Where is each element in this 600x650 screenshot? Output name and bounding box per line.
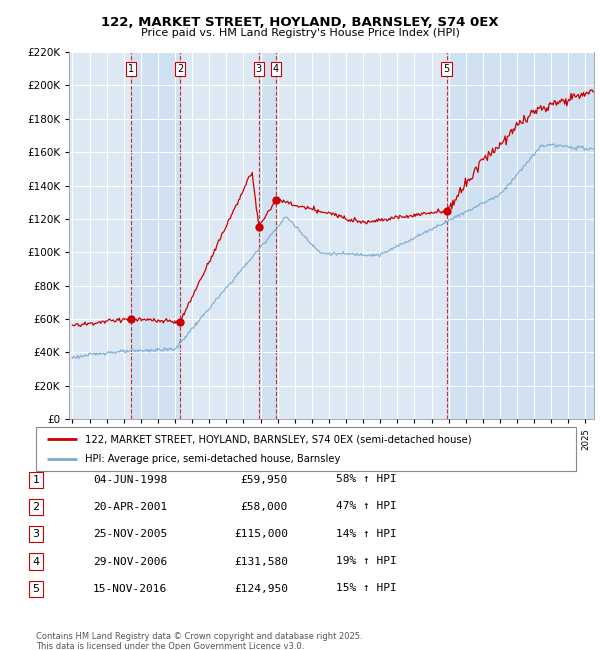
Text: £58,000: £58,000 bbox=[241, 502, 288, 512]
Text: 5: 5 bbox=[443, 64, 450, 73]
Text: 29-NOV-2006: 29-NOV-2006 bbox=[93, 556, 167, 567]
Text: 5: 5 bbox=[32, 584, 40, 594]
Text: 2: 2 bbox=[177, 64, 183, 73]
Text: 4: 4 bbox=[273, 64, 279, 73]
Text: 4: 4 bbox=[32, 556, 40, 567]
Text: 04-JUN-1998: 04-JUN-1998 bbox=[93, 474, 167, 485]
Bar bbox=[131, 52, 180, 419]
Text: £124,950: £124,950 bbox=[234, 584, 288, 594]
Text: 122, MARKET STREET, HOYLAND, BARNSLEY, S74 0EX: 122, MARKET STREET, HOYLAND, BARNSLEY, S… bbox=[101, 16, 499, 29]
Text: 3: 3 bbox=[32, 529, 40, 539]
Text: 19% ↑ HPI: 19% ↑ HPI bbox=[336, 556, 397, 566]
Text: 1: 1 bbox=[128, 64, 134, 73]
Text: HPI: Average price, semi-detached house, Barnsley: HPI: Average price, semi-detached house,… bbox=[85, 454, 340, 464]
Text: 15-NOV-2016: 15-NOV-2016 bbox=[93, 584, 167, 594]
Text: £131,580: £131,580 bbox=[234, 556, 288, 567]
Text: 25-NOV-2005: 25-NOV-2005 bbox=[93, 529, 167, 539]
Text: 58% ↑ HPI: 58% ↑ HPI bbox=[336, 474, 397, 484]
Text: 2: 2 bbox=[32, 502, 40, 512]
Bar bbox=[259, 52, 276, 419]
Text: £59,950: £59,950 bbox=[241, 474, 288, 485]
Text: 15% ↑ HPI: 15% ↑ HPI bbox=[336, 583, 397, 593]
Text: Price paid vs. HM Land Registry's House Price Index (HPI): Price paid vs. HM Land Registry's House … bbox=[140, 28, 460, 38]
Text: Contains HM Land Registry data © Crown copyright and database right 2025.
This d: Contains HM Land Registry data © Crown c… bbox=[36, 632, 362, 650]
Text: 122, MARKET STREET, HOYLAND, BARNSLEY, S74 0EX (semi-detached house): 122, MARKET STREET, HOYLAND, BARNSLEY, S… bbox=[85, 434, 471, 445]
Bar bbox=[446, 52, 594, 419]
Text: 47% ↑ HPI: 47% ↑ HPI bbox=[336, 501, 397, 512]
Text: 1: 1 bbox=[32, 474, 40, 485]
Text: £115,000: £115,000 bbox=[234, 529, 288, 539]
FancyBboxPatch shape bbox=[36, 427, 576, 471]
Text: 14% ↑ HPI: 14% ↑ HPI bbox=[336, 528, 397, 539]
Text: 3: 3 bbox=[256, 64, 262, 73]
Text: 20-APR-2001: 20-APR-2001 bbox=[93, 502, 167, 512]
